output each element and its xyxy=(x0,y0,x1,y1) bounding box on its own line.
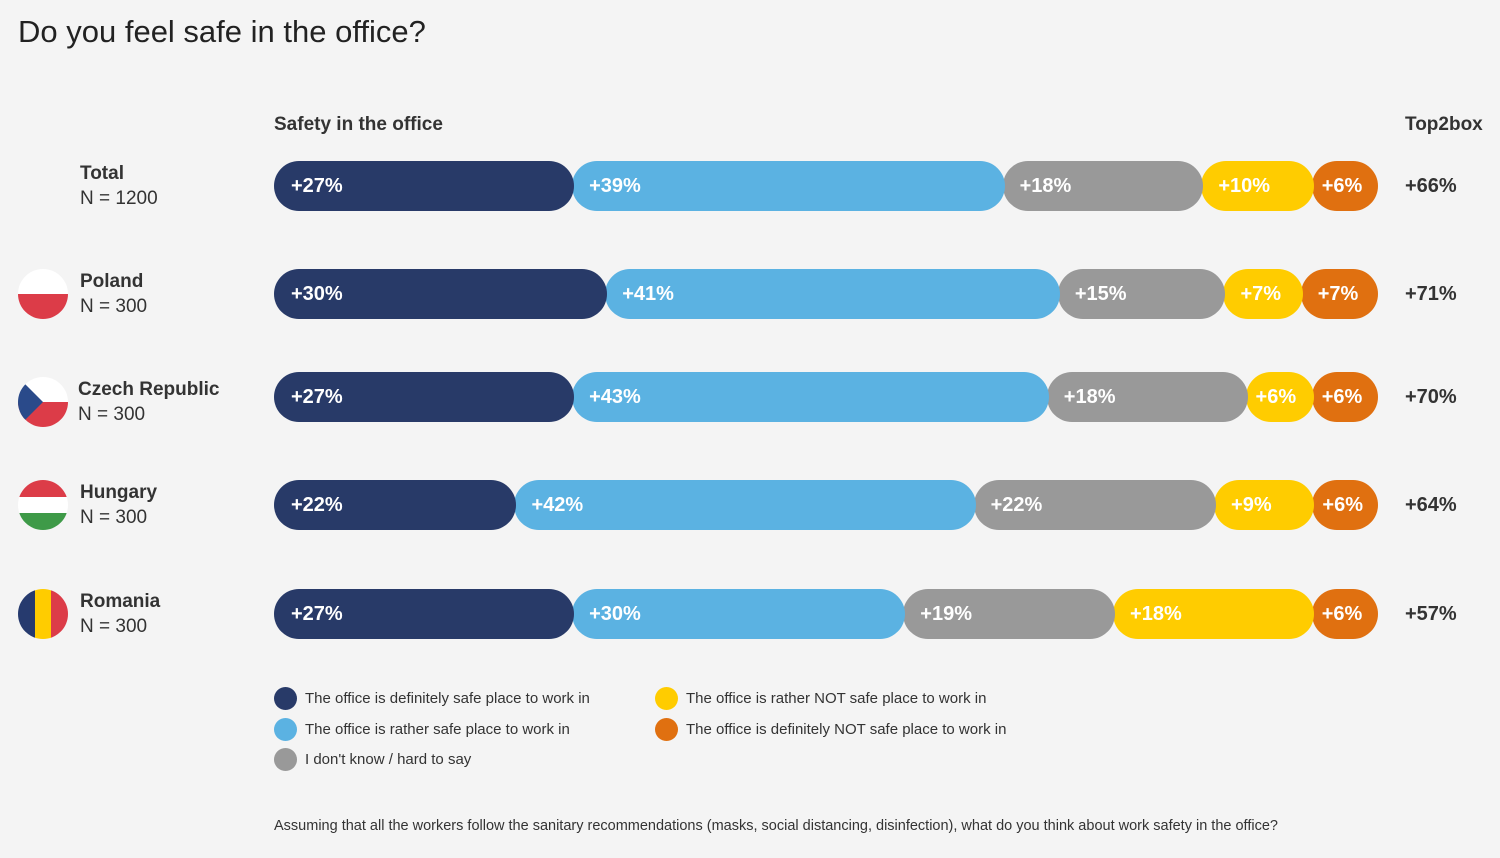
bar-segment-rather-safe: +42% xyxy=(514,480,976,530)
chart-title: Safety in the office xyxy=(274,114,443,135)
row-label: Total N = 1200 xyxy=(80,161,158,211)
survey-question-footnote: Assuming that all the workers follow the… xyxy=(274,818,1278,834)
bar-segment-definitely-safe: +22% xyxy=(274,480,517,530)
bar-segment-rather-not-safe: +7% xyxy=(1223,269,1303,319)
bar-segment-definitely-not-safe: +6% xyxy=(1312,480,1378,530)
bar-segment-definitely-safe: +27% xyxy=(274,372,575,422)
legend-label: The office is rather safe place to work … xyxy=(305,721,570,738)
top2box-value: +64% xyxy=(1405,493,1457,516)
top2box-header: Top2box xyxy=(1405,114,1483,135)
legend-item: The office is definitely NOT safe place … xyxy=(655,718,1006,741)
bar-segment-rather-not-safe: +9% xyxy=(1214,480,1315,530)
top2box-value: +71% xyxy=(1405,282,1457,305)
bar-segment-dont-know: +22% xyxy=(973,480,1217,530)
row-name: Poland xyxy=(80,271,144,292)
bar-segment-rather-safe: +43% xyxy=(572,372,1049,422)
legend-swatch xyxy=(655,718,678,741)
bar-segment-rather-not-safe: +6% xyxy=(1245,372,1314,422)
bar-segment-rather-safe: +30% xyxy=(572,589,906,639)
bar-segment-dont-know: +19% xyxy=(903,589,1116,639)
page-title: Do you feel safe in the office? xyxy=(18,14,426,49)
bar-segment-dont-know: +18% xyxy=(1002,161,1204,211)
legend-item: I don't know / hard to say xyxy=(274,748,471,771)
legend-item: The office is rather safe place to work … xyxy=(274,718,570,741)
row-label: Romania N = 300 xyxy=(80,589,160,639)
top2box-value: +57% xyxy=(1405,602,1457,625)
row-name: Hungary xyxy=(80,482,158,503)
row-sample-size: N = 1200 xyxy=(80,188,158,209)
legend-label: The office is definitely NOT safe place … xyxy=(686,721,1007,738)
row-label: Poland N = 300 xyxy=(80,269,147,319)
row-sample-size: N = 300 xyxy=(80,507,148,528)
bar-segment-rather-not-safe: +18% xyxy=(1113,589,1314,639)
legend-swatch xyxy=(274,687,297,710)
poland-flag-icon xyxy=(18,269,68,319)
legend-swatch xyxy=(274,748,297,771)
czech-flag-icon xyxy=(18,377,68,427)
bar-segment-dont-know: +18% xyxy=(1046,372,1248,422)
legend-label: The office is rather NOT safe place to w… xyxy=(686,690,987,707)
legend-swatch xyxy=(274,718,297,741)
top2box-value: +70% xyxy=(1405,385,1457,408)
row-name: Czech Republic xyxy=(78,379,220,400)
row-sample-size: N = 300 xyxy=(78,404,146,425)
top2box-value: +66% xyxy=(1405,174,1457,197)
bar-segment-rather-safe: +39% xyxy=(572,161,1005,211)
bar-segment-definitely-not-safe: +6% xyxy=(1311,161,1378,211)
legend-label: The office is definitely safe place to w… xyxy=(305,690,590,707)
row-label: Czech Republic N = 300 xyxy=(78,377,219,427)
row-name: Romania xyxy=(80,591,161,612)
legend-swatch xyxy=(655,687,678,710)
row-label: Hungary N = 300 xyxy=(80,480,157,530)
bar-segment-definitely-not-safe: +7% xyxy=(1300,269,1378,319)
legend-label: I don't know / hard to say xyxy=(305,751,472,768)
bar-segment-definitely-not-safe: +6% xyxy=(1311,589,1378,639)
bar-segment-definitely-safe: +27% xyxy=(274,589,575,639)
row-sample-size: N = 300 xyxy=(80,616,148,637)
bar-segment-definitely-not-safe: +6% xyxy=(1311,372,1378,422)
hungary-flag-icon xyxy=(18,480,68,530)
row-sample-size: N = 300 xyxy=(80,296,148,317)
bar-segment-rather-safe: +41% xyxy=(605,269,1060,319)
bar-segment-definitely-safe: +30% xyxy=(274,269,608,319)
romania-flag-icon xyxy=(18,589,68,639)
legend-item: The office is definitely safe place to w… xyxy=(274,687,590,710)
bar-segment-definitely-safe: +27% xyxy=(274,161,575,211)
bar-segment-dont-know: +15% xyxy=(1057,269,1226,319)
row-name: Total xyxy=(80,163,124,184)
legend-item: The office is rather NOT safe place to w… xyxy=(655,687,986,710)
bar-segment-rather-not-safe: +10% xyxy=(1201,161,1314,211)
